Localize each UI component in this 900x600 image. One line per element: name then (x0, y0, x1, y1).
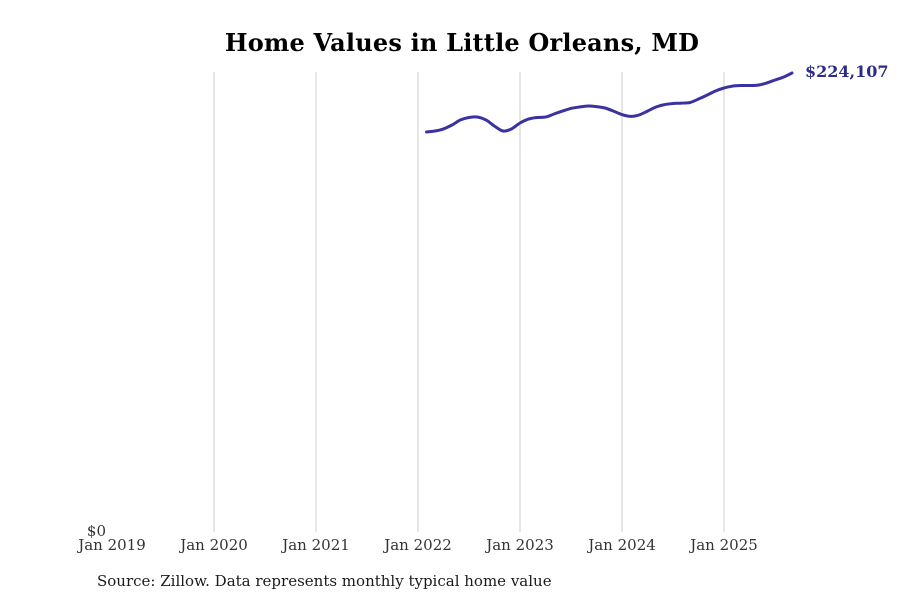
x-axis-tick-label: Jan 2021 (282, 536, 350, 554)
latest-value-label: $224,107 (805, 62, 889, 81)
x-axis-tick-label: Jan 2020 (180, 536, 248, 554)
x-axis-tick-label: Jan 2025 (690, 536, 758, 554)
gridlines (213, 72, 725, 532)
x-axis-tick-label: Jan 2024 (588, 536, 656, 554)
y-axis-zero-label: $0 (86, 522, 106, 540)
x-axis-tick-label: Jan 2019 (78, 536, 146, 554)
x-axis-tick-label: Jan 2023 (486, 536, 554, 554)
x-axis-tick-label: Jan 2022 (384, 536, 452, 554)
chart-title: Home Values in Little Orleans, MD (224, 28, 700, 57)
source-note: Source: Zillow. Data represents monthly … (97, 572, 552, 590)
home-value-line (425, 71, 794, 134)
